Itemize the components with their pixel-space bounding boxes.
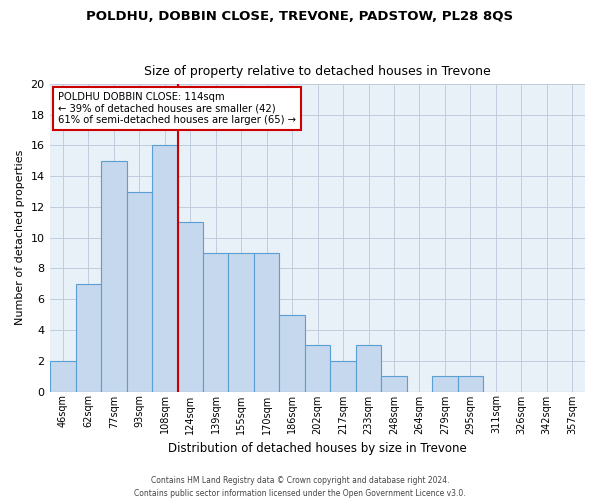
Title: Size of property relative to detached houses in Trevone: Size of property relative to detached ho… bbox=[144, 66, 491, 78]
Text: Contains HM Land Registry data © Crown copyright and database right 2024.
Contai: Contains HM Land Registry data © Crown c… bbox=[134, 476, 466, 498]
Bar bbox=[458, 376, 483, 392]
Bar bbox=[356, 346, 381, 392]
Bar bbox=[331, 360, 356, 392]
Y-axis label: Number of detached properties: Number of detached properties bbox=[15, 150, 25, 326]
Bar bbox=[229, 253, 254, 392]
Text: POLDHU DOBBIN CLOSE: 114sqm
← 39% of detached houses are smaller (42)
61% of sem: POLDHU DOBBIN CLOSE: 114sqm ← 39% of det… bbox=[58, 92, 296, 124]
Bar bbox=[152, 146, 178, 392]
Bar bbox=[50, 360, 76, 392]
Bar bbox=[280, 314, 305, 392]
Bar bbox=[203, 253, 229, 392]
Bar bbox=[254, 253, 280, 392]
X-axis label: Distribution of detached houses by size in Trevone: Distribution of detached houses by size … bbox=[168, 442, 467, 455]
Bar bbox=[432, 376, 458, 392]
Text: POLDHU, DOBBIN CLOSE, TREVONE, PADSTOW, PL28 8QS: POLDHU, DOBBIN CLOSE, TREVONE, PADSTOW, … bbox=[86, 10, 514, 23]
Bar bbox=[305, 346, 331, 392]
Bar bbox=[381, 376, 407, 392]
Bar bbox=[178, 222, 203, 392]
Bar bbox=[127, 192, 152, 392]
Bar bbox=[76, 284, 101, 392]
Bar bbox=[101, 161, 127, 392]
